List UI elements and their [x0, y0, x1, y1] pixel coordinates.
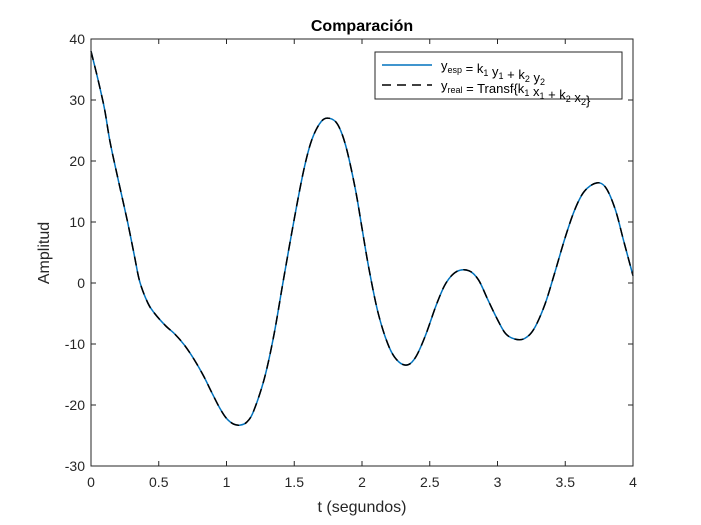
- x-tick-label: 4: [629, 474, 637, 490]
- plot-area: 0 0.5 1 1.5 2 2.5 3 3.5 4 -30 -20 -10 0 10 20 30 40: [65, 31, 637, 490]
- y-tick-label: 30: [69, 92, 85, 108]
- y-tick-label: -30: [65, 458, 85, 474]
- axes-background: [91, 39, 633, 466]
- data-lines: [90, 51, 634, 426]
- x-tick-label: 2.5: [420, 474, 440, 490]
- legend[interactable]: yesp = k1 y1 + k2 y2 yreal = Transf{k1 x…: [374, 51, 623, 108]
- x-tick-label: 3: [494, 474, 502, 490]
- x-axis-ticks: 0 0.5 1 1.5 2 2.5 3 3.5 4: [87, 39, 637, 490]
- y-tick-label: 10: [69, 214, 85, 230]
- x-tick-label: 0: [87, 474, 95, 490]
- y-axis-ticks: -30 -20 -10 0 10 20 30 40: [65, 31, 633, 474]
- x-tick-label: 1: [223, 474, 231, 490]
- y-tick-label: 20: [69, 153, 85, 169]
- legend-entry-y-esp: yesp = k1 y1 + k2 y2: [441, 58, 545, 87]
- y-tick-label: -10: [65, 336, 85, 352]
- series-y-real-line: [90, 51, 634, 426]
- chart-title: Comparación: [311, 18, 413, 35]
- y-tick-label: -20: [65, 397, 85, 413]
- y-tick-label: 0: [77, 275, 85, 291]
- x-tick-label: 1.5: [285, 474, 305, 490]
- x-axis-label: t (segundos): [318, 499, 407, 516]
- legend-box: [374, 51, 623, 100]
- y-axis-label: Amplitud: [36, 222, 53, 284]
- x-tick-label: 3.5: [556, 474, 576, 490]
- legend-entry-y-real: yreal = Transf{k1 x1 + k2 x2}: [441, 78, 591, 108]
- x-tick-label: 0.5: [149, 474, 169, 490]
- y-tick-label: 40: [69, 31, 85, 47]
- x-tick-label: 2: [358, 474, 366, 490]
